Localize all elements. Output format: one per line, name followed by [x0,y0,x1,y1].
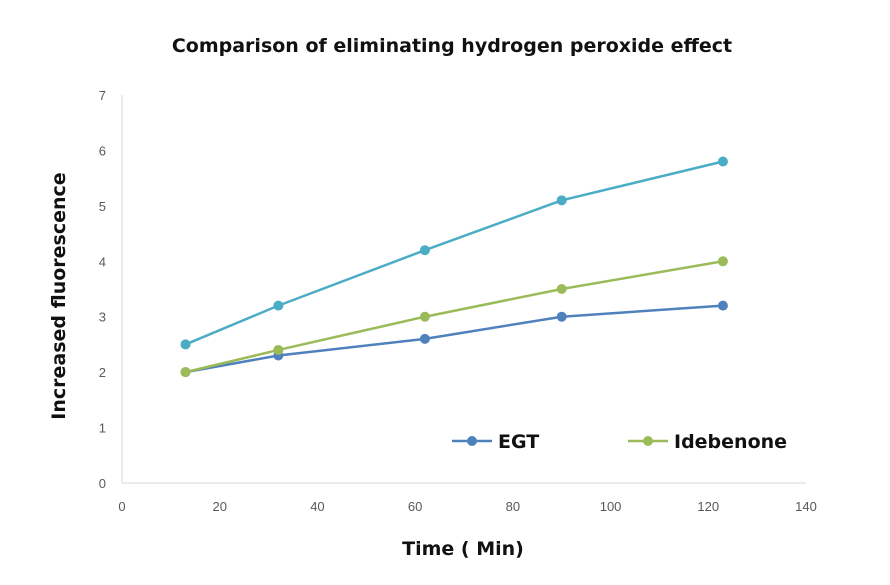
series-line [185,260,724,374]
legend-swatch-marker [467,436,477,446]
x-tick-label: 40 [310,499,324,514]
data-point [556,311,567,322]
y-tick-label: 1 [99,421,106,436]
series-idebenone [180,256,728,378]
x-tick-label: 0 [118,499,125,514]
x-tick-labels: 0 20 40 60 80 100 120 140 [118,499,816,514]
data-point [273,300,284,311]
x-tick-label: 100 [600,499,622,514]
y-tick-labels: 0 1 2 3 4 5 6 7 [99,88,106,491]
data-point [717,156,728,167]
data-point [419,245,430,256]
data-point [180,367,191,378]
data-point [180,339,191,350]
legend-item-idebenone: Idebenone [628,431,787,453]
y-tick-label: 3 [99,310,106,325]
x-tick-label: 120 [697,499,719,514]
y-tick-label: 0 [99,476,106,491]
y-tick-label: 7 [99,88,106,103]
series-line [185,304,724,374]
data-point [419,333,430,344]
y-tick-label: 2 [99,365,106,380]
series-line [185,160,724,346]
y-tick-label: 6 [99,143,106,158]
x-axis-title: Time ( Min) [402,538,524,560]
legend-label: Idebenone [674,431,787,453]
y-axis-title: Increased fluorescence [48,172,70,419]
y-tick-label: 5 [99,199,106,214]
legend-swatch-marker [643,436,653,446]
data-point [717,256,728,267]
series-layer [180,156,728,378]
data-point [717,300,728,311]
x-tick-label: 140 [795,499,817,514]
data-point [556,284,567,294]
y-tick-label: 4 [99,254,106,269]
data-point [419,311,430,322]
x-tick-label: 60 [408,499,422,514]
legend-label: EGT [498,431,539,453]
series-unlabeled-2 [180,156,728,350]
data-point [273,344,284,355]
x-tick-label: 20 [212,499,226,514]
chart-title: Comparison of eliminating hydrogen perox… [172,35,732,57]
legend: EGT Idebenone [452,431,787,453]
data-point [556,195,567,206]
legend-item-egt: EGT [452,431,539,453]
x-tick-label: 80 [506,499,520,514]
